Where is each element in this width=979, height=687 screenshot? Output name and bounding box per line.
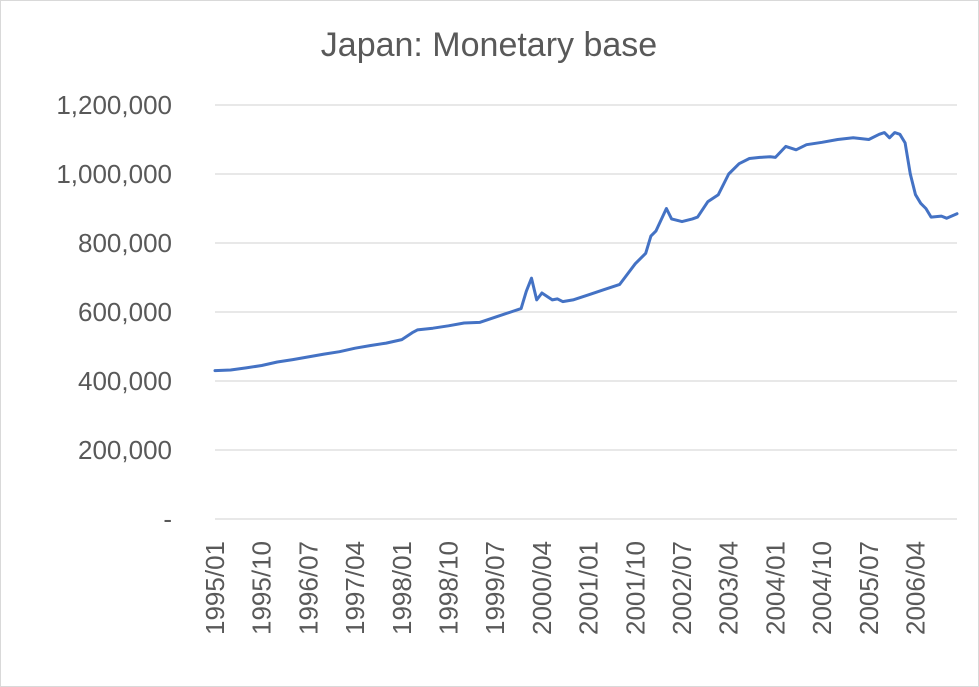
x-tick-label: 2002/07 — [667, 541, 697, 635]
x-tick-label: 1997/04 — [340, 541, 370, 635]
y-tick-label: - — [163, 504, 172, 534]
x-tick-label: 2004/10 — [807, 541, 837, 635]
x-tick-label: 2001/01 — [574, 541, 604, 635]
x-axis-ticks: 1995/01 1995/10 1996/07 1997/04 1998/01 1998/… — [200, 541, 930, 635]
x-tick-label: 1998/10 — [433, 541, 463, 635]
x-tick-label: 1995/10 — [247, 541, 277, 635]
series-line — [213, 131, 959, 373]
x-tick-label: 2003/04 — [714, 541, 744, 635]
gridlines — [215, 104, 957, 520]
y-tick-label: 1,200,000 — [56, 90, 172, 120]
x-tick-label: 1995/01 — [200, 541, 230, 635]
y-tick-label: 800,000 — [78, 228, 172, 258]
series-layer — [213, 131, 959, 373]
y-tick-label: 600,000 — [78, 297, 172, 327]
y-axis-ticks: - 200,000 400,000 600,000 800,000 1,000,000 1,… — [56, 90, 172, 534]
x-tick-label: 2005/07 — [854, 541, 884, 635]
x-tick-label: 2004/01 — [760, 541, 790, 635]
x-tick-label: 2006/04 — [900, 541, 930, 635]
x-tick-label: 2001/10 — [620, 541, 650, 635]
x-tick-label: 1999/07 — [480, 541, 510, 635]
y-tick-label: 200,000 — [78, 435, 172, 465]
chart-title: Japan: Monetary base — [321, 26, 657, 64]
y-tick-label: 400,000 — [78, 366, 172, 396]
x-tick-label: 1996/07 — [293, 541, 323, 635]
y-tick-label: 1,000,000 — [56, 159, 172, 189]
x-tick-label: 2000/04 — [527, 541, 557, 635]
x-tick-label: 1998/01 — [387, 541, 417, 635]
